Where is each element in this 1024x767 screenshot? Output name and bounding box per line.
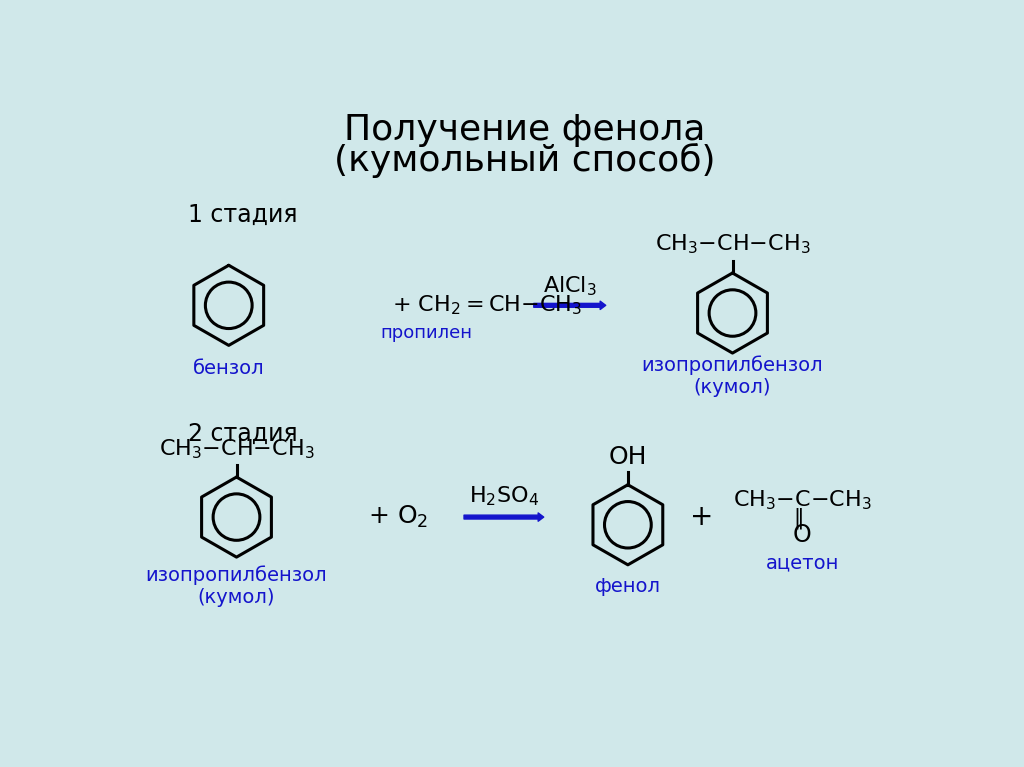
Text: O: O (793, 523, 812, 547)
Text: 1 стадия: 1 стадия (188, 203, 298, 227)
Text: $+\ \mathrm{CH_2{=}CH{-}CH_3}$: $+\ \mathrm{CH_2{=}CH{-}CH_3}$ (391, 294, 582, 317)
Text: изопропилбензол
(кумол): изопропилбензол (кумол) (145, 565, 328, 607)
Text: $+\ \mathrm{O_2}$: $+\ \mathrm{O_2}$ (369, 504, 429, 530)
Text: $\mathrm{H_2SO_4}$: $\mathrm{H_2SO_4}$ (469, 485, 539, 508)
Text: Получение фенола: Получение фенола (344, 113, 706, 146)
Text: ацетон: ацетон (766, 554, 839, 573)
Text: $\mathrm{CH_3{-}CH{-}CH_3}$: $\mathrm{CH_3{-}CH{-}CH_3}$ (654, 232, 810, 255)
Text: фенол: фенол (595, 577, 660, 596)
Text: 2 стадия: 2 стадия (188, 422, 298, 446)
Text: бензол: бензол (193, 359, 264, 378)
Text: OH: OH (608, 445, 647, 469)
Text: пропилен: пропилен (380, 324, 472, 342)
Text: ‖: ‖ (794, 508, 804, 529)
Text: +: + (690, 503, 713, 531)
Text: $\mathrm{AlCl_3}$: $\mathrm{AlCl_3}$ (543, 275, 597, 298)
Text: (кумольный способ): (кумольный способ) (334, 143, 716, 178)
Text: изопропилбензол
(кумол): изопропилбензол (кумол) (642, 355, 823, 397)
Text: $\mathrm{CH_3{-}CH{-}CH_3}$: $\mathrm{CH_3{-}CH{-}CH_3}$ (159, 437, 314, 461)
Text: $\mathrm{CH_3{-}C{-}CH_3}$: $\mathrm{CH_3{-}C{-}CH_3}$ (733, 489, 871, 512)
